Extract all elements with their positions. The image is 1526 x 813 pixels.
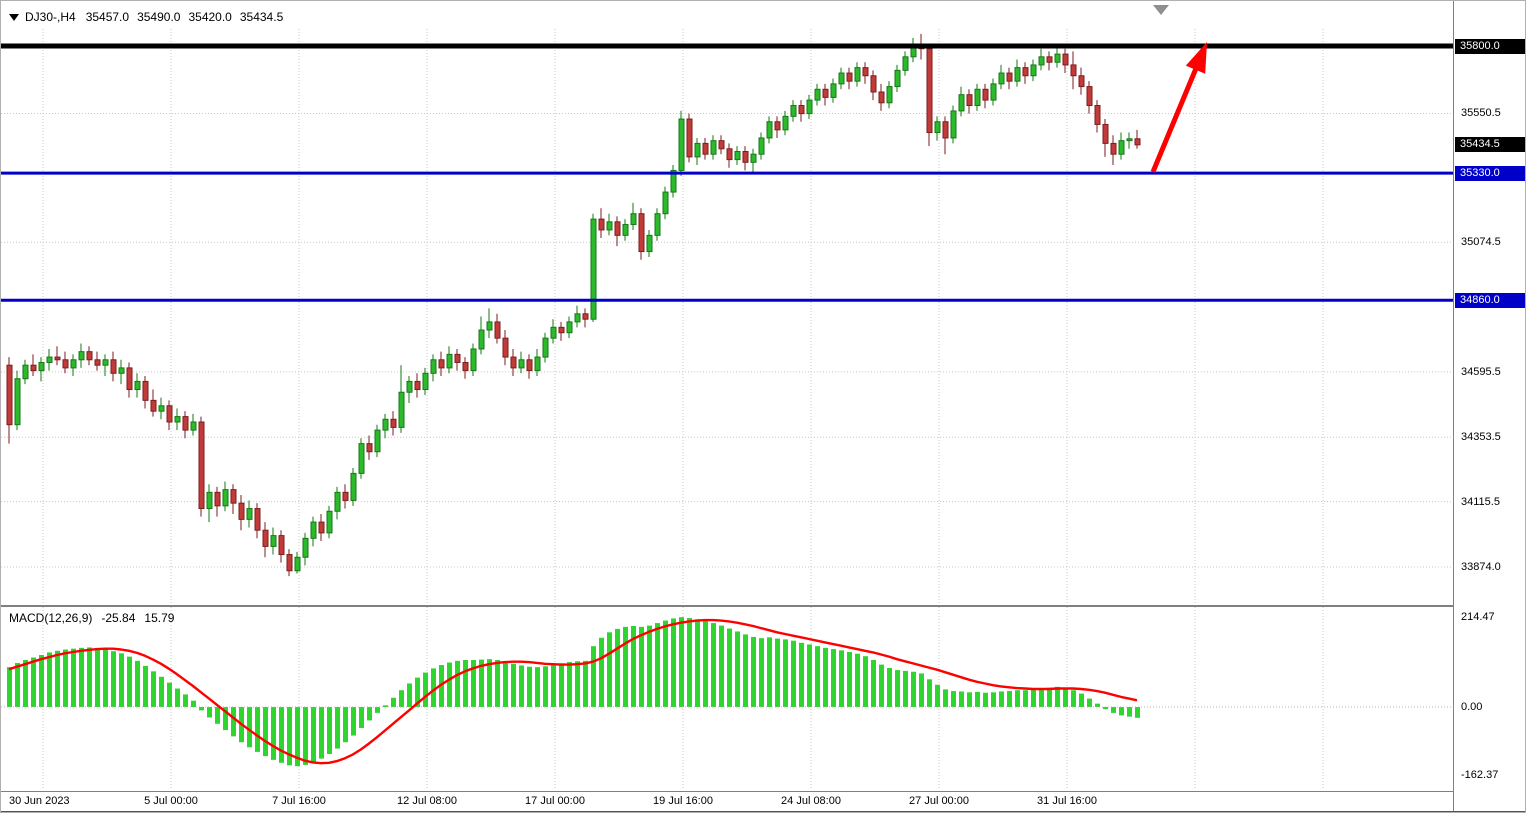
quote-bar: DJ30-,H4 35457.0 35490.0 35420.0 35434.5 [9, 9, 291, 25]
quote-high-value: 35490.0 [137, 10, 181, 24]
candles-layer [6, 33, 1141, 577]
chart-shift-marker-icon[interactable] [1153, 5, 1169, 15]
pane-separator[interactable] [1, 605, 1525, 607]
macd-signal-line [8, 618, 1138, 765]
bottom-window-edge [1, 811, 1525, 812]
quote-open-value: 35457.0 [85, 10, 130, 24]
price-axis[interactable]: 35550.5 35074.5 34595.5 34353.5 34115.5 33874… [1453, 1, 1525, 811]
macd-signal-value: 15.79 [144, 611, 175, 625]
price-axis-label: 34353.5 [1461, 431, 1501, 444]
price-axis-label: 35550.5 [1461, 107, 1501, 120]
time-axis-label: 24 Jul 08:00 [781, 795, 841, 807]
price-axis-tag: 35800.0 [1455, 38, 1525, 54]
tick-down-icon [9, 13, 19, 21]
macd-main-value: -25.84 [101, 611, 136, 625]
horizontal-line-objects[interactable] [1, 43, 1453, 302]
macd-axis-label: 214.47 [1461, 611, 1495, 623]
macd-histogram [1, 617, 1453, 767]
chart-canvas[interactable] [1, 1, 1453, 791]
time-axis-label: 31 Jul 16:00 [1037, 795, 1097, 807]
macd-axis-label: -162.37 [1461, 769, 1499, 782]
price-axis-tag: 35330.0 [1455, 165, 1525, 181]
time-axis-label: 27 Jul 00:00 [909, 795, 969, 807]
price-axis-label: 34595.5 [1461, 365, 1501, 378]
axis-separator [1, 791, 1525, 792]
time-axis-label: 19 Jul 16:00 [653, 795, 713, 807]
quote-low-value: 35420.0 [188, 10, 232, 24]
time-axis-label: 12 Jul 08:00 [397, 795, 457, 807]
price-axis-label: 33874.0 [1461, 560, 1501, 573]
symbol-timeframe-label: DJ30-,H4 [25, 10, 76, 24]
price-axis-tag: 34860.0 [1455, 292, 1525, 308]
time-axis-label: 30 Jun 2023 [9, 795, 70, 807]
macd-indicator-label: MACD(12,26,9) -25.84 15.79 [9, 611, 183, 625]
quote-close-value: 35434.5 [239, 10, 284, 24]
time-axis-label: 17 Jul 00:00 [525, 795, 585, 807]
price-axis-tag: 35434.5 [1455, 137, 1525, 153]
time-axis-label: 7 Jul 16:00 [272, 795, 326, 807]
price-axis-label: 34115.5 [1461, 495, 1500, 508]
time-axis[interactable]: 30 Jun 2023 5 Jul 00:00 7 Jul 16:00 12 Jul … [1, 792, 1453, 811]
time-axis-label: 5 Jul 00:00 [144, 795, 198, 807]
trend-arrow-object[interactable] [1150, 41, 1207, 173]
price-axis-label: 35074.5 [1461, 236, 1501, 249]
macd-axis-label: 0.00 [1461, 701, 1483, 713]
macd-name-label: MACD(12,26,9) [9, 611, 93, 625]
